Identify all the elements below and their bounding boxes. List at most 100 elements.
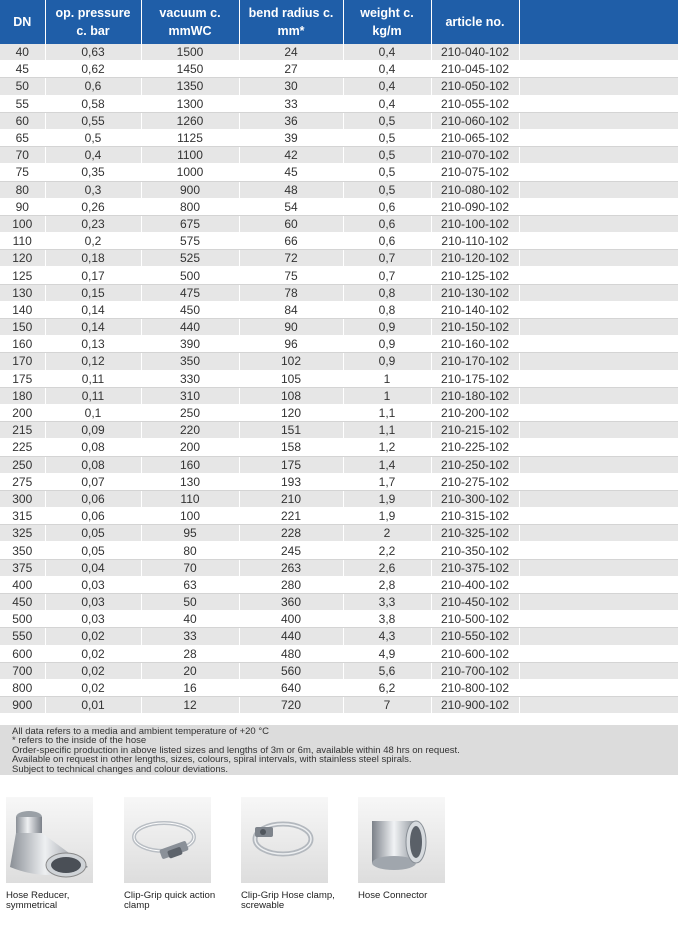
product-clip-grip-hose-clamp[interactable]: Clip-Grip Hose clamp, screwable [241, 797, 353, 911]
table-row: 125 0,17 500 75 0,7 210-125-102 [0, 266, 678, 285]
cell-empty [519, 662, 678, 680]
product-clip-grip-quick[interactable]: Clip-Grip quick action clamp [124, 797, 236, 911]
cell-article-no: 210-160-102 [431, 335, 520, 354]
cell-vacuum: 800 [141, 198, 240, 216]
table-row: 150 0,14 440 90 0,9 210-150-102 [0, 318, 678, 337]
cell-bend-radius: 210 [239, 490, 344, 509]
cell-vacuum: 100 [141, 507, 240, 526]
cell-op-pressure: 0,06 [45, 507, 142, 526]
cell-bend-radius: 66 [239, 232, 344, 251]
cell-article-no: 210-325-102 [431, 524, 520, 543]
cell-weight: 0,7 [343, 266, 432, 285]
cell-dn: 110 [0, 232, 46, 251]
cell-op-pressure: 0,12 [45, 352, 142, 371]
product-hose-reducer[interactable]: Hose Reducer, symmetrical [6, 797, 118, 911]
cell-article-no: 210-065-102 [431, 129, 520, 148]
cell-weight: 0,4 [343, 77, 432, 96]
table-row: 110 0,2 575 66 0,6 210-110-102 [0, 232, 678, 251]
cell-empty [519, 335, 678, 354]
cell-op-pressure: 0,05 [45, 524, 142, 543]
cell-dn: 130 [0, 284, 46, 302]
cell-vacuum: 350 [141, 352, 240, 371]
cell-dn: 75 [0, 163, 46, 182]
cell-weight: 7 [343, 696, 432, 715]
cell-weight: 2 [343, 524, 432, 543]
cell-op-pressure: 0,01 [45, 696, 142, 715]
cell-dn: 225 [0, 438, 46, 457]
table-row: 200 0,1 250 120 1,1 210-200-102 [0, 404, 678, 423]
table-row: 300 0,06 110 210 1,9 210-300-102 [0, 490, 678, 509]
hose-reducer-image [6, 797, 93, 883]
cell-dn: 65 [0, 129, 46, 148]
cell-dn: 400 [0, 576, 46, 595]
cell-vacuum: 450 [141, 301, 240, 320]
cell-dn: 315 [0, 507, 46, 526]
cell-op-pressure: 0,3 [45, 181, 142, 199]
cell-weight: 0,6 [343, 215, 432, 234]
table-row: 180 0,11 310 108 1 210-180-102 [0, 387, 678, 405]
cell-op-pressure: 0,07 [45, 473, 142, 491]
table-row: 80 0,3 900 48 0,5 210-080-102 [0, 181, 678, 199]
cell-vacuum: 63 [141, 576, 240, 595]
product-hose-connector[interactable]: Hose Connector [358, 797, 470, 901]
cell-dn: 550 [0, 627, 46, 646]
cell-empty [519, 438, 678, 457]
cell-empty [519, 576, 678, 595]
cell-bend-radius: 245 [239, 541, 344, 560]
cell-weight: 1,1 [343, 421, 432, 440]
cell-vacuum: 1500 [141, 44, 240, 62]
cell-bend-radius: 33 [239, 95, 344, 113]
clip-grip-quick-action-clamp-image [124, 797, 211, 883]
table-row: 225 0,08 200 158 1,2 210-225-102 [0, 438, 678, 457]
note-temperature: All data refers to a media and ambient t… [12, 726, 270, 737]
cell-empty [519, 645, 678, 663]
table-row: 160 0,13 390 96 0,9 210-160-102 [0, 335, 678, 354]
cell-bend-radius: 221 [239, 507, 344, 526]
cell-weight: 1,4 [343, 456, 432, 474]
cell-article-no: 210-060-102 [431, 112, 520, 130]
cell-vacuum: 675 [141, 215, 240, 234]
cell-vacuum: 20 [141, 662, 240, 680]
cell-vacuum: 28 [141, 645, 240, 663]
cell-vacuum: 1100 [141, 146, 240, 165]
cell-dn: 275 [0, 473, 46, 491]
cell-vacuum: 50 [141, 593, 240, 612]
cell-dn: 180 [0, 387, 46, 405]
cell-op-pressure: 0,06 [45, 490, 142, 509]
cell-vacuum: 310 [141, 387, 240, 405]
cell-vacuum: 1350 [141, 77, 240, 96]
cell-dn: 140 [0, 301, 46, 320]
table-row: 500 0,03 40 400 3,8 210-500-102 [0, 610, 678, 629]
cell-bend-radius: 75 [239, 266, 344, 285]
cell-vacuum: 110 [141, 490, 240, 509]
cell-op-pressure: 0,23 [45, 215, 142, 234]
cell-bend-radius: 105 [239, 370, 344, 388]
cell-dn: 500 [0, 610, 46, 629]
cell-op-pressure: 0,02 [45, 627, 142, 646]
cell-article-no: 210-800-102 [431, 679, 520, 698]
cell-vacuum: 525 [141, 249, 240, 268]
cell-bend-radius: 42 [239, 146, 344, 165]
cell-dn: 100 [0, 215, 46, 234]
cell-weight: 0,6 [343, 198, 432, 216]
cell-empty [519, 284, 678, 302]
notes-box: All data refers to a media and ambient t… [0, 725, 678, 775]
cell-empty [519, 112, 678, 130]
table-row: 45 0,62 1450 27 0,4 210-045-102 [0, 60, 678, 79]
cell-dn: 90 [0, 198, 46, 216]
cell-dn: 350 [0, 541, 46, 560]
cell-bend-radius: 480 [239, 645, 344, 663]
product-name: Clip-Grip Hose clamp, screwable [241, 890, 335, 911]
cell-weight: 3,8 [343, 610, 432, 629]
cell-empty [519, 95, 678, 113]
cell-bend-radius: 228 [239, 524, 344, 543]
cell-vacuum: 1125 [141, 129, 240, 148]
table-row: 550 0,02 33 440 4,3 210-550-102 [0, 627, 678, 646]
spec-table: DN op. pressure c. bar vacuum c. mmWC bend… [0, 0, 678, 715]
cell-empty [519, 387, 678, 405]
cell-weight: 0,5 [343, 146, 432, 165]
header-dn: DN [0, 0, 46, 44]
header-empty [519, 0, 678, 44]
cell-weight: 1 [343, 387, 432, 405]
cell-op-pressure: 0,03 [45, 593, 142, 612]
